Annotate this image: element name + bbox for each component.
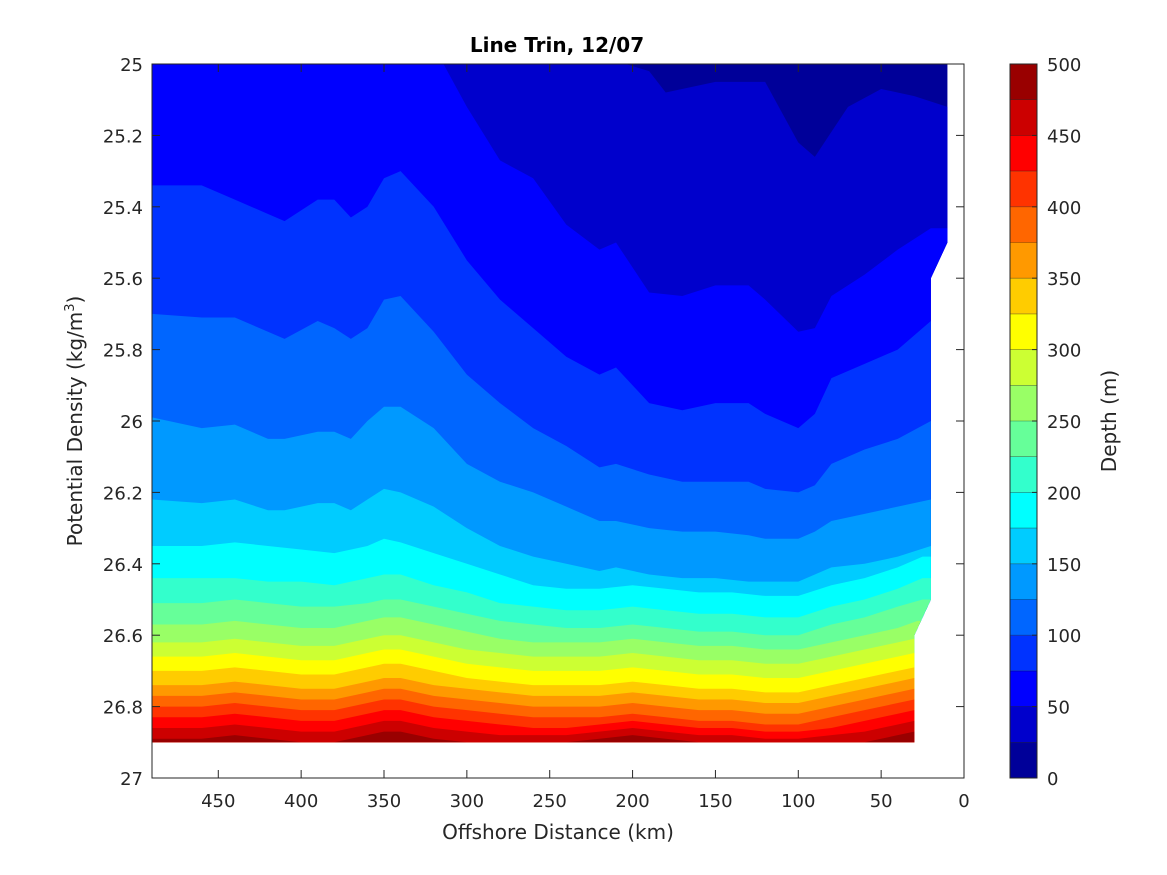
colorbar-segment [1010,242,1037,279]
colorbar-segment [1010,742,1037,778]
x-tick-label: 400 [284,791,318,812]
y-axis-label-close: ) [63,296,87,304]
x-axis: 450 400 350 300 250 200 150 100 50 0 [201,64,970,812]
chart-title: Line Trin, 12/07 [470,33,644,57]
y-tick-label: 26.6 [103,626,143,647]
colorbar-tick-label: 200 [1047,483,1081,504]
y-tick-label: 25.4 [103,198,143,219]
colorbar-segment [1010,456,1037,493]
x-tick-label: 150 [698,791,732,812]
colorbar-tick-label: 300 [1047,341,1081,362]
colorbar-tick-label: 0 [1047,769,1058,790]
x-tick-label: 100 [781,791,815,812]
x-tick-label: 350 [367,791,401,812]
colorbar-segment [1010,706,1037,743]
y-axis: 25 25.2 25.4 25.6 25.8 26 26.2 26.4 26.6 26.8 27 [103,55,964,790]
colorbar-tick-label: 250 [1047,412,1081,433]
colorbar-segment [1010,99,1037,136]
colorbar-segment [1010,278,1037,314]
colorbar-segment [1010,528,1037,564]
colorbar-tick-label: 400 [1047,198,1081,219]
colorbar-tick-label: 50 [1047,698,1070,719]
colorbar-segment [1010,313,1037,350]
y-tick-label: 26.8 [103,698,143,719]
colorbar-tick-label: 350 [1047,269,1081,290]
y-tick-label: 25.2 [103,126,143,147]
x-tick-label: 50 [870,791,893,812]
y-tick-label: 25 [120,55,143,76]
colorbar-ticks: 0 50 100 150 200 250 300 350 400 450 500 [1032,55,1081,790]
y-axis-label: Potential Density (kg/m3) [63,296,87,547]
colorbar-segment [1010,385,1037,421]
x-tick-label: 200 [615,791,649,812]
colorbar-segment [1010,563,1037,600]
colorbar-tick-label: 100 [1047,626,1081,647]
colorbar-tick-label: 500 [1047,55,1081,76]
x-tick-label: 300 [450,791,484,812]
x-tick-label: 250 [533,791,567,812]
colorbar-segment [1010,135,1037,172]
x-axis-label: Offshore Distance (km) [442,820,674,844]
y-tick-label: 26.2 [103,483,143,504]
colorbar-segment [1010,635,1037,671]
x-tick-label: 450 [201,791,235,812]
y-tick-label: 25.6 [103,269,143,290]
y-tick-label: 27 [120,769,143,790]
colorbar-label: Depth (m) [1097,370,1121,472]
colorbar-segment [1010,349,1037,386]
y-axis-label-superscript: 3 [63,303,78,311]
colorbar-segment [1010,64,1037,100]
y-tick-label: 26 [120,412,143,433]
contour-fill [152,64,948,743]
colorbar: 0 50 100 150 200 250 300 350 400 450 500 [1009,55,1081,790]
colorbar-segment [1010,421,1037,457]
colorbar-segment [1010,492,1037,529]
colorbar-segment [1010,171,1037,207]
colorbar-tick-label: 150 [1047,555,1081,576]
colorbar-tick-label: 450 [1047,126,1081,147]
colorbar-segment [1010,599,1037,636]
y-tick-label: 26.4 [103,555,143,576]
plot-area: 450 400 350 300 250 200 150 100 50 0 2525.225.425… [103,55,970,812]
colorbar-segment [1010,670,1037,707]
colorbar-segment [1010,206,1037,243]
y-tick-label: 25.8 [103,341,143,362]
colorbar-segments [1010,64,1037,778]
y-axis-label-main: Potential Density (kg/m [63,312,87,547]
x-tick-label: 0 [958,791,969,812]
